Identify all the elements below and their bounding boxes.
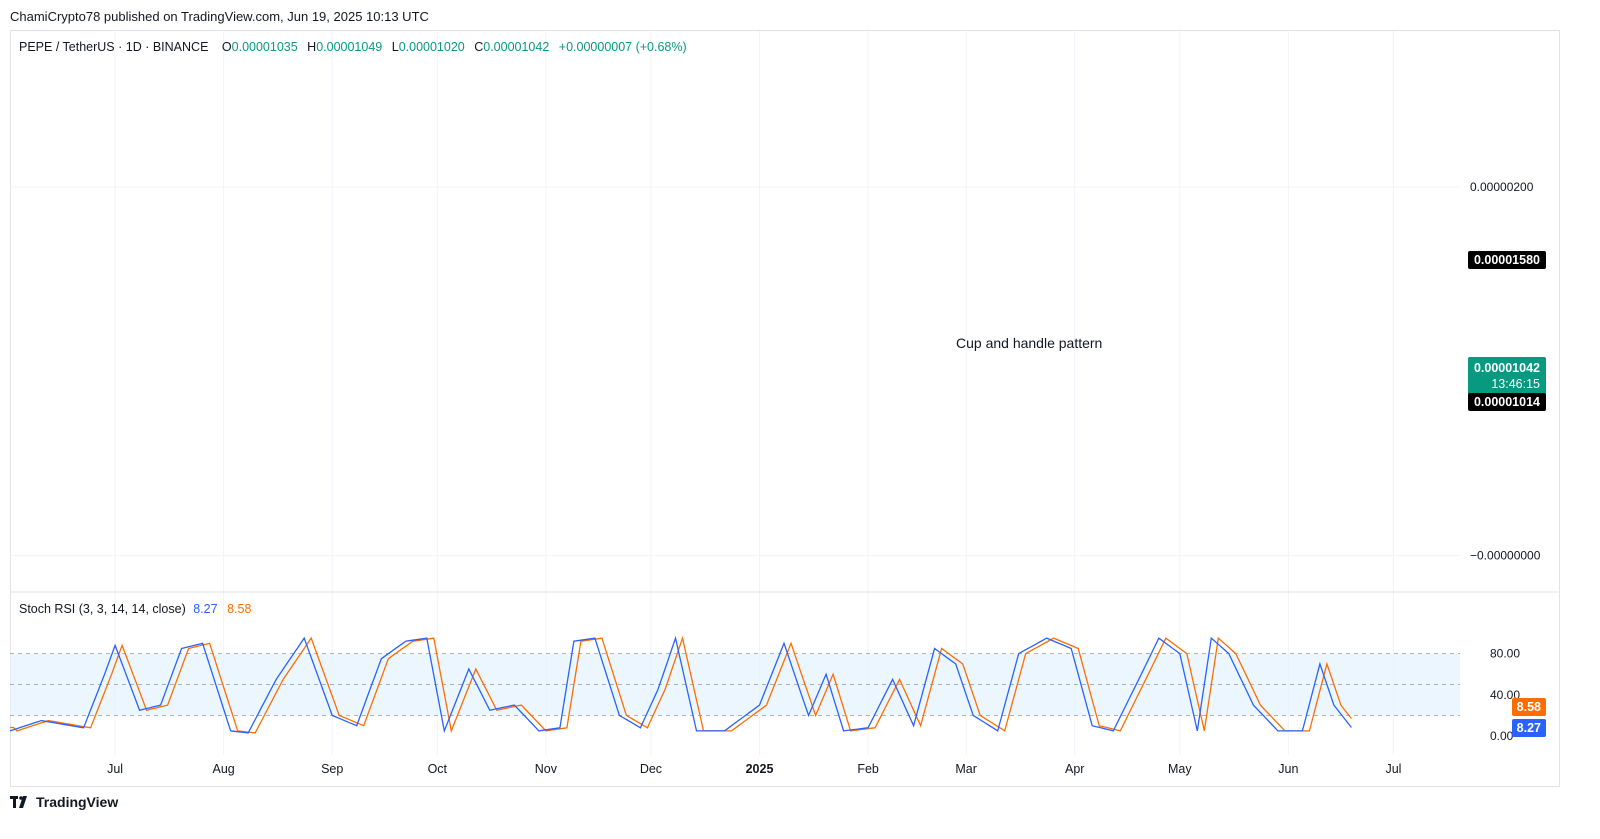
stoch-rsi-lines <box>9 635 1352 734</box>
stoch-d-tag: 8.58 <box>1511 698 1546 716</box>
stoch-band <box>10 653 1460 716</box>
time-tick-label: Sep <box>321 762 343 776</box>
bar-countdown: 13:46:15 <box>1491 377 1540 391</box>
change-value: +0.00000007 (+0.68%) <box>558 40 687 54</box>
stoch-tick-label: 80.00 <box>1490 647 1520 661</box>
time-tick-label: 2025 <box>746 762 774 776</box>
time-tick-label: Feb <box>857 762 879 776</box>
publish-info: ChamiCrypto78 published on TradingView.c… <box>10 9 429 24</box>
close-value: 0.00001042 <box>483 40 550 54</box>
time-tick-label: Oct <box>428 762 448 776</box>
price-axis: 0.000026000.000024000.000022000.00002000… <box>1470 180 1541 743</box>
stoch-rsi-label: Stoch RSI (3, 3, 14, 14, close) <box>19 602 186 616</box>
stoch-k-line <box>9 635 1352 734</box>
time-tick-label: Aug <box>213 762 235 776</box>
open-label: O <box>221 40 232 54</box>
stoch-k-tag: 8.27 <box>1511 719 1546 737</box>
pattern-annotation[interactable]: Cup and handle pattern <box>956 335 1103 351</box>
tradingview-logo-icon <box>10 796 27 808</box>
high-label: H <box>307 40 317 54</box>
stoch-d-line <box>10 635 1352 734</box>
high-value: 0.00001049 <box>316 40 383 54</box>
time-tick-label: May <box>1168 762 1192 776</box>
stoch-k-value: 8.27 <box>193 602 218 616</box>
stoch-tick-label: 0.00 <box>1490 729 1514 743</box>
chart-frame <box>10 30 1560 787</box>
symbol-legend: PEPE / TetherUS · 1D · BINANCE O0.000010… <box>19 40 693 54</box>
last-price-value: 0.00001042 <box>1473 361 1540 375</box>
symbol-name: PEPE / TetherUS · 1D · BINANCE <box>19 40 209 54</box>
stoch-rsi-legend: Stoch RSI (3, 3, 14, 14, close) 8.27 8.5… <box>19 602 251 616</box>
time-axis: Jul Aug Sep Oct Nov Dec 2025 Feb Mar Apr May Jun Jul <box>107 762 1401 776</box>
low-label: L <box>391 40 399 54</box>
open-value: 0.00001035 <box>231 40 298 54</box>
time-tick-label: Nov <box>535 762 558 776</box>
time-tick-label: Apr <box>1065 762 1084 776</box>
support-tag: 0.00001014 <box>1467 393 1546 411</box>
tradingview-logo-text: TradingView <box>36 794 119 810</box>
stoch-d-value: 8.58 <box>227 602 252 616</box>
grid <box>10 31 1560 755</box>
time-tick-label: Dec <box>640 762 662 776</box>
time-tick-label: Jul <box>107 762 123 776</box>
time-tick-label: Mar <box>955 762 977 776</box>
price-tick-label: −0.00000000 <box>1470 549 1541 563</box>
time-tick-label: Jun <box>1278 762 1298 776</box>
tradingview-logo[interactable]: TradingView <box>10 794 118 810</box>
time-tick-label: Jul <box>1385 762 1401 776</box>
low-value: 0.00001020 <box>398 40 465 54</box>
price-tick-label: 0.00000200 <box>1470 180 1534 194</box>
last-price-tag: 0.00001042 13:46:15 <box>1467 357 1546 395</box>
close-label: C <box>474 40 484 54</box>
resistance-tag: 0.00001580 <box>1467 251 1546 269</box>
